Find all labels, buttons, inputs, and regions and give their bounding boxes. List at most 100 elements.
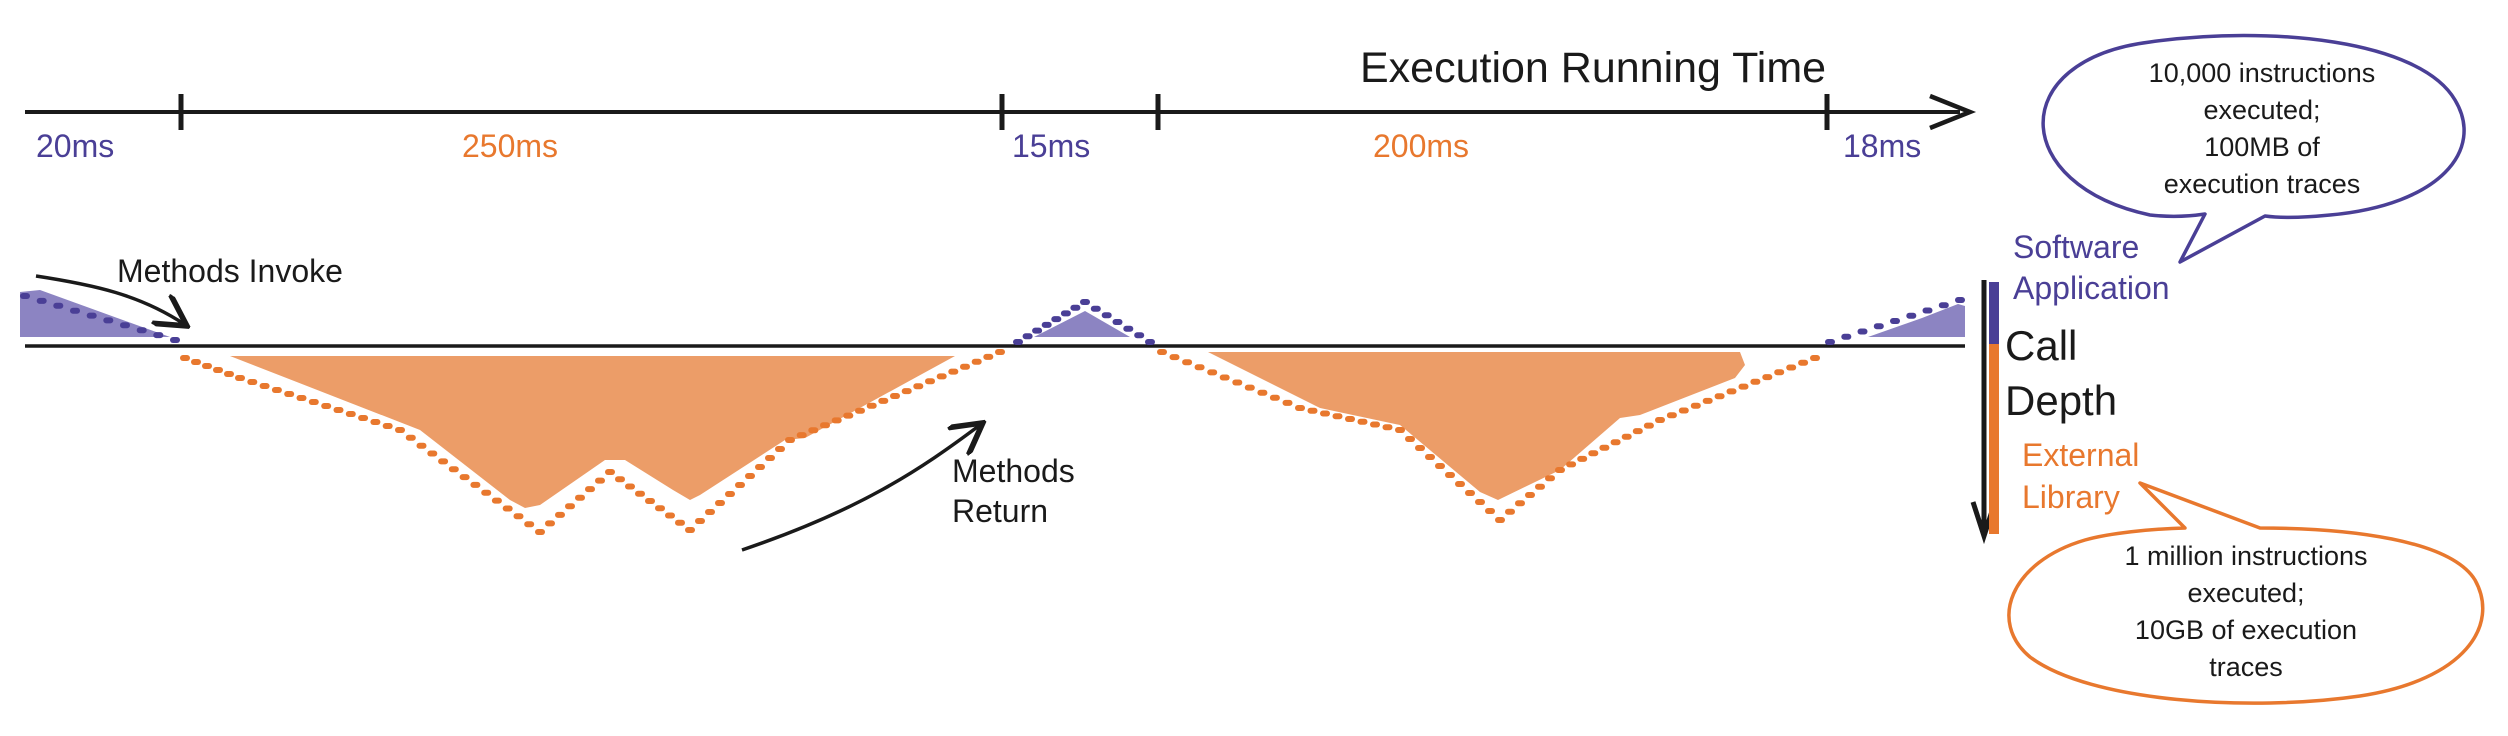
lib-trace-dash [843,412,854,419]
lib-trace-dash [901,388,912,395]
app-trace-dash [1013,339,1023,345]
lib-trace-dash [1282,399,1293,406]
lib-trace-dash [1320,410,1330,417]
lib-trace-dash [438,458,449,465]
lib-trace-dash [936,373,947,380]
lib-trace-dash [1566,461,1577,468]
lib-trace-dash [1445,472,1455,478]
lib-trace-dash [675,519,685,526]
lib-trace-dash [1244,384,1255,391]
lib-trace-dash [1690,402,1701,409]
lib-trace-dash [695,518,705,524]
lib-trace-dash [995,349,1005,355]
lib-trace-dash [595,477,605,484]
app-trace-dash [70,307,80,314]
lib-trace-dash [625,483,635,490]
timeline: Execution Running Time 20ms 250ms 15ms 2… [25,44,1977,164]
lib-trace-dash [605,469,615,475]
lib-trace-dash [259,383,270,389]
lib-trace-dash [983,353,994,360]
app-bubble-line2: executed; [2203,95,2320,125]
app-trace-dash [136,327,147,334]
app-trace-dash [153,332,164,339]
app-trace-dash [86,312,97,319]
lib-trace-dash [321,403,332,409]
app-trace-dash [1060,310,1071,317]
lib-trace-dash [1370,421,1380,428]
lib-trace-dash [555,511,565,518]
lib-trace-dash [971,358,982,365]
segment-label-5: 18ms [1843,128,1921,164]
lib-trace-dash [1726,388,1737,395]
app-trace-dash [1070,304,1081,311]
return-annotation: Methods Return [741,425,1075,552]
lib-trace-dash [1495,517,1505,523]
app-trace-dash [1022,333,1033,340]
lib-trace-dash [755,464,765,470]
lib-area-1 [230,356,955,508]
lib-trace-dash [1666,412,1677,419]
lib-trace-dash [1415,445,1425,451]
lib-trace-dash [459,474,470,481]
invoke-annotation: Methods Invoke [35,253,343,324]
lib-trace-dash [180,355,190,361]
app-area-2 [1034,311,1130,337]
methods-invoke-label: Methods Invoke [117,253,343,289]
lib-trace-dash [1655,417,1665,423]
lib-trace-dash [1465,490,1475,496]
segment-label-1: 20ms [36,128,114,164]
lib-trace-dash [1257,389,1268,396]
lib-trace-dash [808,427,819,434]
lib-trace-dash [1169,354,1180,361]
lib-trace-dash [1774,369,1785,376]
lib-trace-dash [1157,349,1167,355]
app-trace-dash [1922,307,1933,314]
lib-trace-dash [524,521,535,528]
lib-trace-dash [1738,383,1749,390]
lib-trace-dash [1750,378,1761,385]
lib-trace-dash [1307,407,1318,414]
lib-trace-dash [1678,407,1689,414]
app-trace-dash [1032,327,1043,334]
lib-trace-dash [1632,428,1643,435]
lib-trace-dash [1382,424,1393,431]
app-trace-dash [1123,325,1134,332]
lib-trace-dash [513,513,524,520]
lib-trace-dash [775,446,785,452]
lib-trace-dash [866,402,877,409]
lib-trace-dash [1435,463,1445,469]
lib-trace-dash [1485,508,1495,514]
lib-trace-dash [565,503,575,510]
app-trace-dash [1841,333,1852,340]
lib-trace-dash [202,363,212,369]
app-legend-bar [1989,282,1999,344]
call-depth-legend: Software Application Call Depth External… [1970,229,2170,545]
lib-trace-dash [913,383,924,390]
app-trace-dash [1041,321,1052,328]
app-trace-dash [36,297,47,304]
lib-trace-dash [308,399,319,405]
lib-trace-dash [1269,394,1280,401]
app-trace-dash [1134,332,1145,339]
app-trace-dash [53,302,64,309]
lib-trace-dash [1207,369,1218,376]
lib-trace-dash [1295,405,1305,411]
lib-trace-dash [191,359,201,365]
lib-trace-dash [470,481,481,488]
lib-trace-dash [370,419,381,425]
app-trace-dash [1955,297,1965,303]
lib-trace-dash [948,368,959,375]
lib-trace-dash [960,363,970,370]
methods-return-label-2: Return [952,493,1048,529]
lib-trace-dash [575,494,585,501]
app-trace-dash [1112,319,1123,325]
invoke-arrow [35,274,184,324]
lib-trace-dash [358,415,369,421]
lib-trace-dash [448,466,459,473]
app-bubble-line3: 100MB of [2204,132,2320,162]
timeline-title: Execution Running Time [1360,44,1826,92]
app-area-3 [1868,304,1965,337]
segment-label-3: 15ms [1012,128,1090,164]
lib-trace-dash [296,395,307,401]
